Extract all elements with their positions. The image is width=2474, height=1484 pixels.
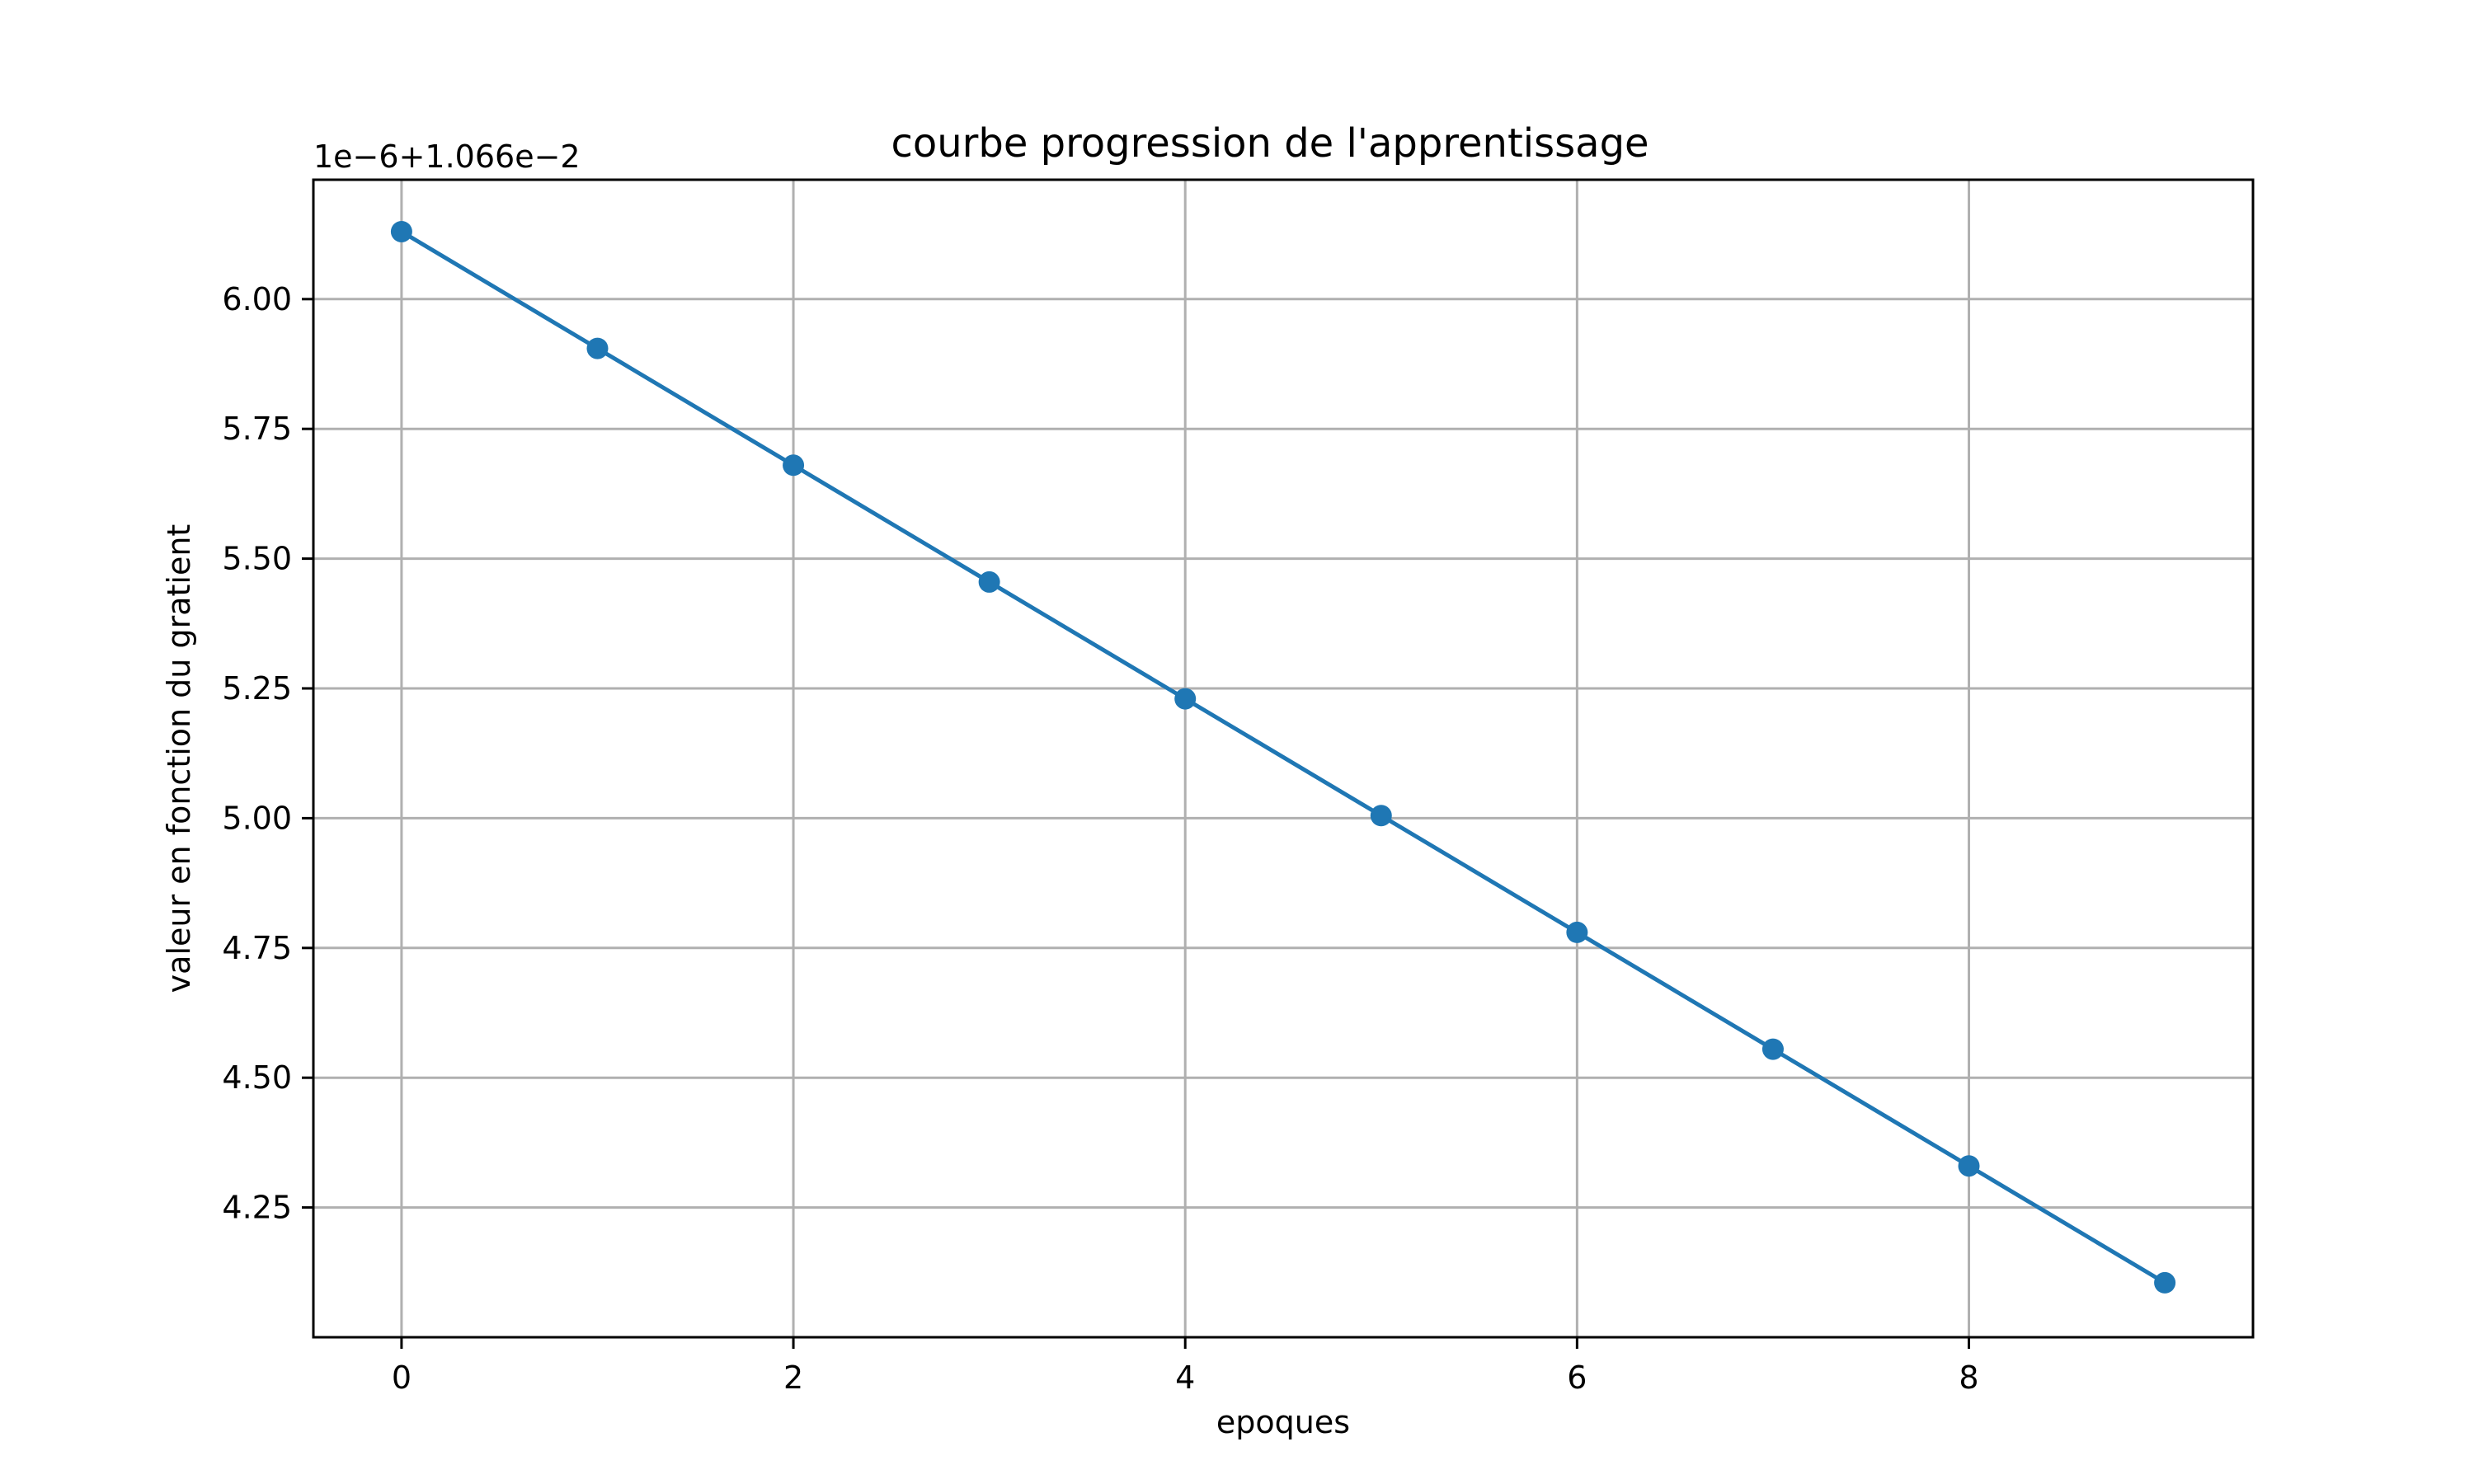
axis-ticks: 0 2 4 6 8 4.25 4.50 4.75 5.00 5.25 5.50 5.75 6.00 (222, 281, 1978, 1396)
x-tick-label: 6 (1567, 1360, 1587, 1396)
y-tick-label: 5.25 (222, 670, 292, 707)
data-point (1370, 805, 1392, 827)
x-tick-label: 8 (1959, 1360, 1978, 1396)
plot-frame (312, 178, 2255, 1339)
y-tick-label: 5.75 (222, 411, 292, 447)
x-tick-label: 2 (783, 1360, 803, 1396)
series-layer (390, 220, 2176, 1294)
y-axis-label: valeur en fonction du gratient (161, 524, 197, 993)
y-tick-label: 4.50 (222, 1059, 292, 1096)
data-point (978, 571, 1000, 593)
data-point (1958, 1155, 1980, 1177)
data-point (2154, 1271, 2176, 1294)
x-tick-label: 4 (1175, 1360, 1195, 1396)
y-tick-label: 5.50 (222, 541, 292, 577)
y-offset-text: 1e−6+1.066e−2 (313, 139, 581, 175)
x-axis-label: epoques (1216, 1404, 1350, 1440)
y-tick-label: 4.25 (222, 1190, 292, 1226)
y-tick-label: 4.75 (222, 930, 292, 966)
x-tick-label: 0 (392, 1360, 412, 1396)
data-point (390, 220, 412, 242)
data-point (1174, 688, 1197, 710)
grid-lines (313, 180, 2253, 1337)
y-tick-label: 6.00 (222, 281, 292, 317)
data-point (586, 337, 609, 359)
data-point (783, 454, 805, 477)
chart-title: courbe progression de l'apprentissage (891, 120, 1649, 167)
series-line (400, 229, 2166, 1285)
data-point (1566, 921, 1588, 943)
y-tick-label: 5.00 (222, 800, 292, 836)
data-point (1761, 1038, 1784, 1060)
